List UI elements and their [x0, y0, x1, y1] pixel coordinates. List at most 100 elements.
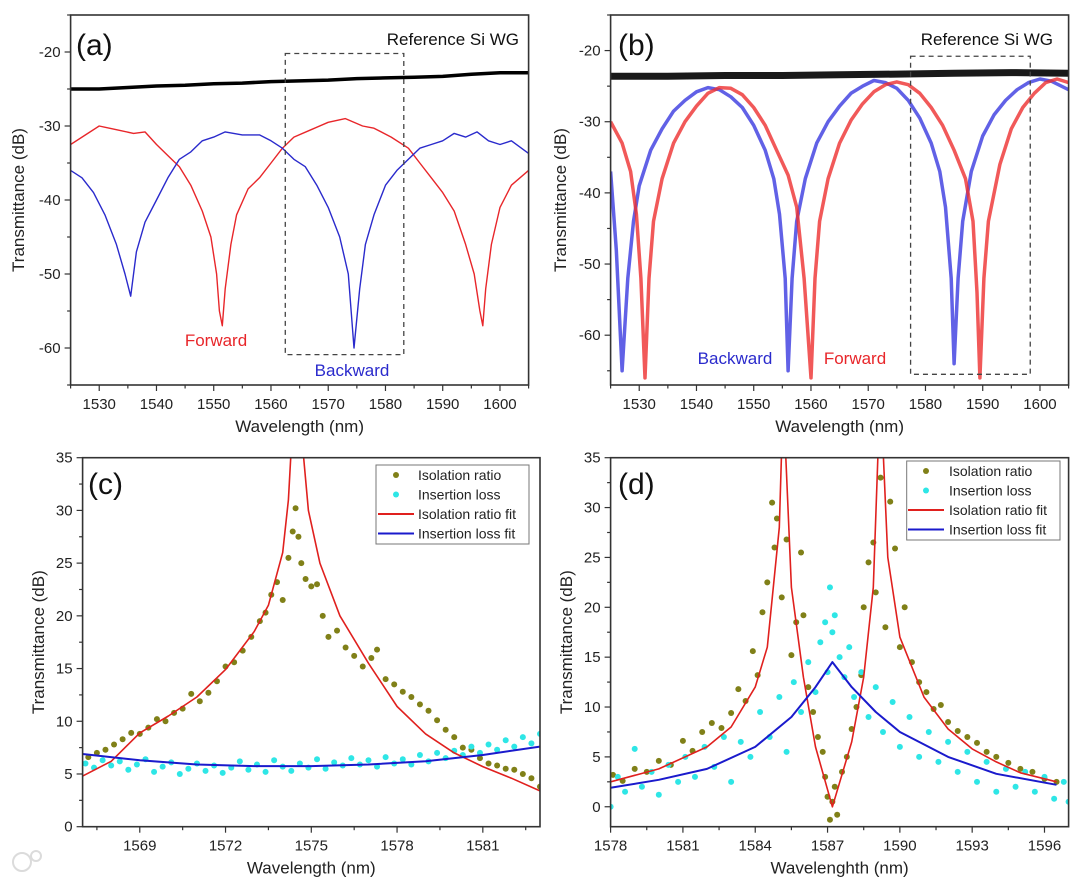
legend-box — [906, 460, 1061, 541]
data-point — [945, 738, 952, 745]
data-point — [108, 762, 115, 769]
chart-panel-c: 1569 1572 1575 1578 1581 0 5 10 15 20 25 30 35 Wavele… — [29, 450, 541, 878]
x-tick-label: 1590 — [883, 838, 916, 855]
data-point — [442, 726, 449, 733]
data-point — [954, 727, 961, 734]
data-point — [805, 684, 812, 691]
data-point — [399, 688, 406, 695]
data-point — [846, 644, 853, 651]
data-point — [882, 624, 889, 631]
data-point — [331, 759, 338, 766]
x-tick-label: 1581 — [666, 838, 699, 855]
data-point — [314, 581, 321, 588]
x-axis: 1530 1540 1550 1560 1570 1580 1590 1600 — [609, 385, 1070, 413]
legend-item: Insertion loss — [393, 487, 500, 503]
x-tick-label: 1600 — [1023, 396, 1056, 413]
data-point — [111, 741, 118, 748]
data-point — [925, 728, 932, 735]
data-point — [485, 760, 492, 767]
data-point — [351, 652, 358, 659]
data-point — [319, 612, 326, 619]
series-isolation-ratio-fit — [82, 457, 540, 792]
legend-marker-dot — [923, 487, 929, 494]
data-point — [374, 646, 381, 653]
data-point — [718, 724, 725, 731]
data-point — [983, 758, 990, 765]
plot-area — [70, 70, 529, 349]
legend-item: Insertion loss fit — [908, 522, 1046, 538]
data-point — [128, 729, 135, 736]
data-point — [116, 758, 123, 765]
data-point — [308, 583, 315, 590]
data-point — [851, 694, 858, 701]
series-line — [70, 131, 529, 349]
data-point — [776, 694, 783, 701]
data-point — [391, 681, 398, 688]
data-point — [528, 775, 535, 782]
y-tick-label: -60 — [39, 340, 61, 357]
data-point — [1053, 778, 1060, 785]
series-line — [610, 661, 1057, 789]
data-point — [749, 648, 756, 655]
x-axis-title: Wavelenghth (nm) — [770, 859, 908, 878]
data-point — [205, 689, 212, 696]
y-tick-label: 5 — [64, 766, 72, 783]
legend-marker-dot — [923, 468, 929, 474]
data-point — [334, 627, 341, 634]
annotation-label: Reference Si WG — [387, 30, 519, 49]
data-point — [896, 743, 903, 750]
data-point — [887, 498, 894, 505]
x-tick-label: 1570 — [312, 396, 345, 413]
x-tick-label: 1570 — [852, 396, 885, 413]
data-point — [829, 629, 836, 636]
y-axis-title: Transmittance (dB) — [557, 570, 576, 714]
x-tick-label: 1540 — [140, 396, 173, 413]
x-tick-label: 1530 — [623, 396, 656, 413]
x-tick-label: 1587 — [811, 838, 844, 855]
data-point — [817, 639, 824, 646]
data-point — [399, 756, 406, 763]
x-tick-label: 1540 — [680, 396, 713, 413]
data-point — [1051, 795, 1058, 802]
data-point — [826, 816, 833, 823]
data-point — [798, 709, 805, 716]
data-point — [993, 753, 1000, 760]
series-insertion-loss-fit — [82, 745, 540, 768]
data-point — [119, 736, 126, 743]
data-point — [359, 663, 366, 670]
series-line — [82, 745, 540, 768]
data-point — [831, 783, 838, 790]
x-tick-label: 1575 — [295, 838, 328, 855]
x-axis: 1569 1572 1575 1578 1581 — [96, 826, 527, 855]
data-point — [494, 762, 501, 769]
data-point — [408, 694, 415, 701]
legend-item: Isolation ratio — [393, 467, 501, 483]
plot-area — [82, 457, 540, 792]
data-point — [289, 528, 296, 535]
data-point — [162, 718, 169, 725]
data-point — [322, 765, 329, 772]
y-tick-label: 35 — [56, 450, 73, 467]
data-point — [631, 765, 638, 772]
y-tick-label: 10 — [56, 713, 73, 730]
data-point — [196, 698, 203, 705]
x-tick-label: 1596 — [1028, 838, 1061, 855]
data-point — [245, 766, 252, 773]
x-tick-label: 1580 — [909, 396, 942, 413]
x-tick-label: 1578 — [380, 838, 413, 855]
series-backward — [70, 131, 529, 349]
y-tick-label: -30 — [579, 114, 601, 131]
y-axis: -20 -30 -40 -50 -60 — [579, 14, 611, 372]
data-point — [747, 753, 754, 760]
data-point — [720, 733, 727, 740]
legend-item: Insertion loss fit — [378, 526, 515, 542]
data-point — [708, 719, 715, 726]
annotation-label: Forward — [824, 349, 886, 368]
series-isolation-ratio-fit — [610, 457, 1057, 808]
series-line — [82, 457, 540, 792]
data-point — [1060, 778, 1067, 785]
series-reference-si-wg — [70, 70, 529, 91]
data-point — [292, 505, 299, 512]
x-tick-label: 1560 — [794, 396, 827, 413]
data-point — [896, 644, 903, 651]
